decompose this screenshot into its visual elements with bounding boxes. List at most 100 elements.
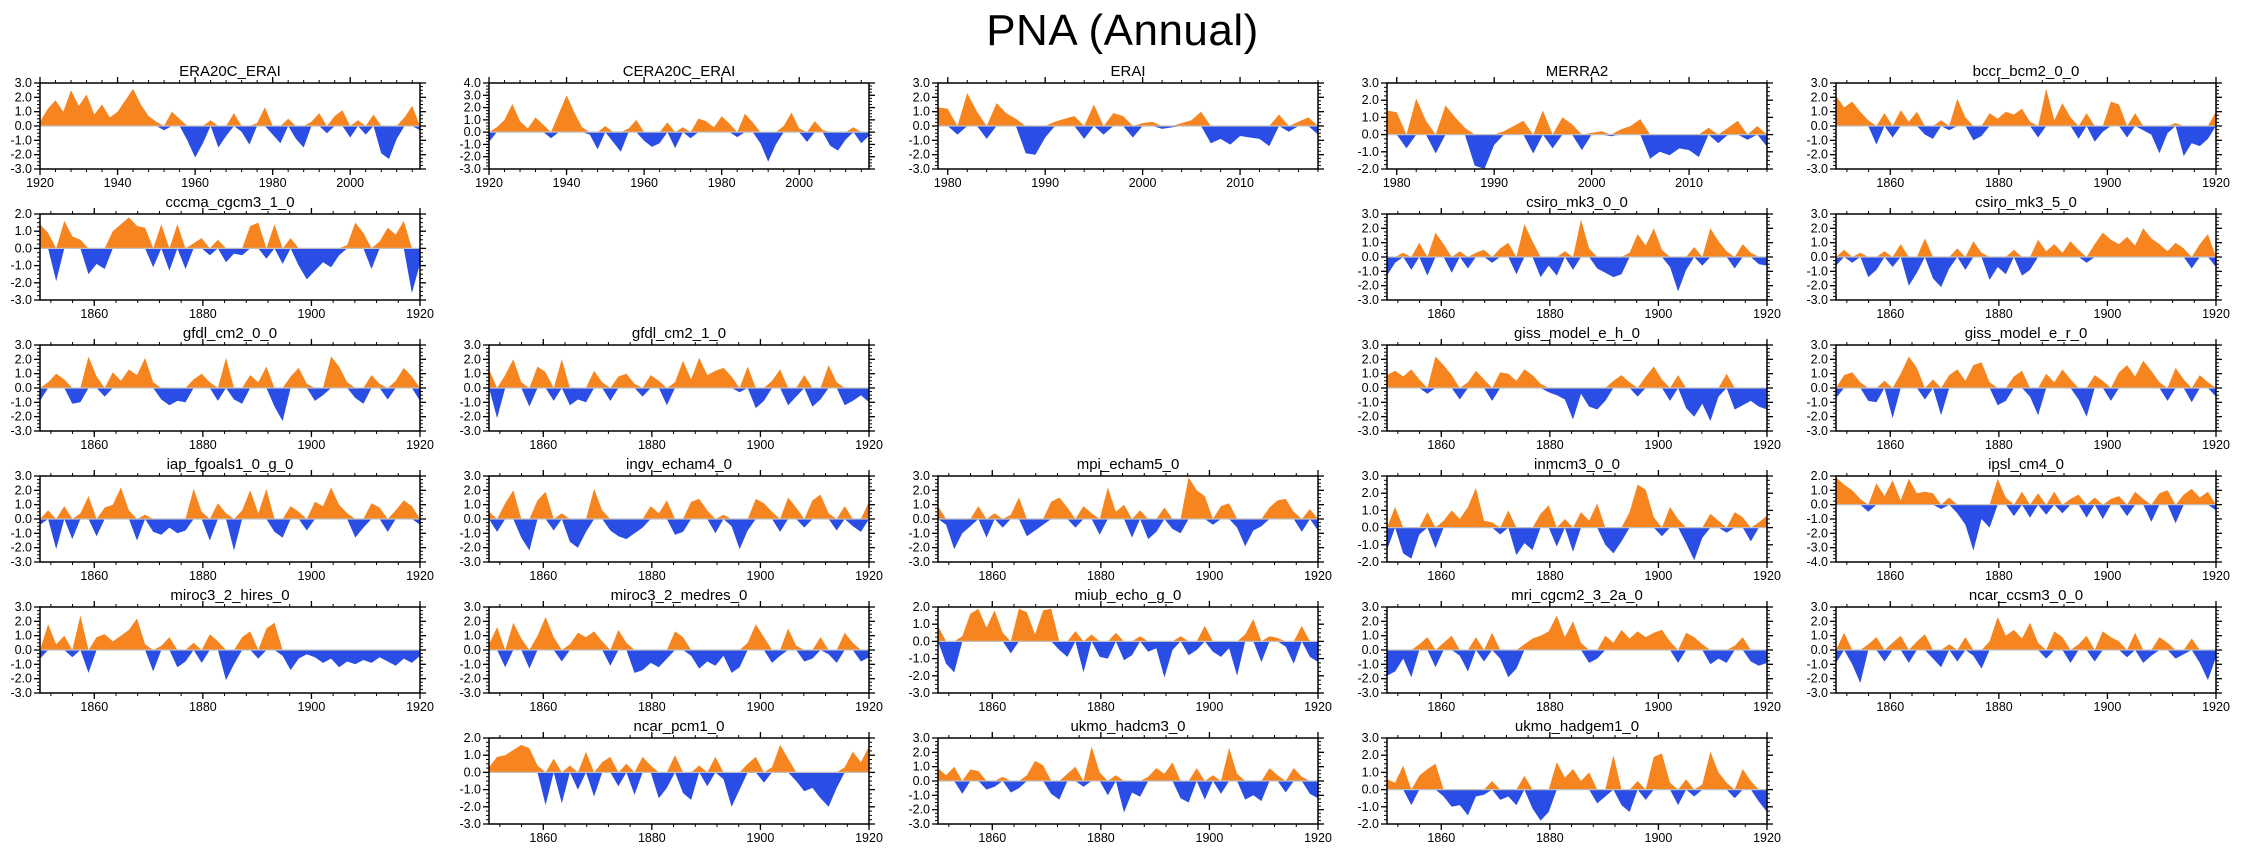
y-tick-label: -3.0 xyxy=(1806,424,1828,438)
y-tick-label: 1.0 xyxy=(464,748,481,762)
y-tick-label: -2.0 xyxy=(908,803,930,817)
y-tick-label: 2.0 xyxy=(913,745,930,759)
plot-frame xyxy=(937,606,1319,694)
y-tick-label: 1.0 xyxy=(464,629,481,643)
positive-area xyxy=(938,477,1318,519)
positive-area xyxy=(938,608,1318,642)
y-tick-label: 2.0 xyxy=(1811,352,1828,366)
plot-frame xyxy=(1835,82,2217,170)
positive-area xyxy=(1836,617,2216,650)
y-tick-label: -1.0 xyxy=(1357,538,1379,552)
subplot-title: inmcm3_0_0 xyxy=(1534,456,1620,473)
y-tick-label: 0.0 xyxy=(15,119,32,133)
subplot-title: csiro_mk3_0_0 xyxy=(1526,194,1628,211)
positive-area xyxy=(40,217,420,249)
subplot-title: ipsl_cm4_0 xyxy=(1988,456,2064,473)
plot-frame xyxy=(488,82,870,170)
plot-frame xyxy=(488,475,870,563)
y-tick-label: 1.0 xyxy=(1811,367,1828,381)
y-tick-label: 3.0 xyxy=(913,76,930,90)
negative-area xyxy=(40,388,420,421)
chart-svg: 1860 1880 1900 1920 3.02.01.00.0-1.0-2.0-3.0… xyxy=(459,456,882,583)
x-tick-label: 1900 xyxy=(1645,569,1673,583)
x-tick-label: 1860 xyxy=(529,831,557,845)
positive-area xyxy=(938,746,1318,781)
positive-area xyxy=(489,95,869,133)
positive-area xyxy=(489,744,869,773)
subplot-iap_fgoals1_0_g_0: 1860 1880 1900 1920 3.0 2.0 1.0 0.0 -1.0 -2.0 -3.0… xyxy=(0,455,449,586)
x-tick-label: 1880 xyxy=(1985,438,2013,452)
y-tick-label: 1.0 xyxy=(913,760,930,774)
x-tick-label: 1880 xyxy=(1087,831,1115,845)
subplot-title: bccr_bcm2_0_0 xyxy=(1973,63,2080,80)
x-tick-label: 1860 xyxy=(529,700,557,714)
chart-svg: 1860 1880 1900 1920 3.02.01.00.0-1.0-2.0-3.0… xyxy=(1806,587,2229,714)
x-tick-label: 1880 xyxy=(1536,438,1564,452)
chart-svg: 1920 1940 1960 1980 2000 3.02.01.00.0-1.0-2.0… xyxy=(10,63,426,190)
y-tick-label: 2.0 xyxy=(1362,748,1379,762)
negative-area xyxy=(1387,257,1767,292)
y-tick-label: -3.0 xyxy=(1806,686,1828,700)
y-tick-label: -1.0 xyxy=(1806,657,1828,671)
x-tick-label: 1860 xyxy=(1876,307,1904,321)
y-tick-label: -1.0 xyxy=(1357,145,1379,159)
plot-frame xyxy=(1386,82,1768,170)
subplot-title: giss_model_e_r_0 xyxy=(1965,325,2088,342)
x-tick-label: 1990 xyxy=(1031,176,1059,190)
positive-area xyxy=(1387,219,1767,257)
y-tick-label: 1.0 xyxy=(15,224,32,238)
x-tick-label: 1920 xyxy=(406,307,434,321)
subplot-CERA20C_ERAI: 1920 1940 1960 1980 2000 4.0 3.0 2.0 1.0 0.0 -1.0-… xyxy=(449,62,898,193)
positive-area xyxy=(1836,477,2216,505)
x-tick-label: 1880 xyxy=(1985,700,2013,714)
y-tick-label: -2.0 xyxy=(459,150,481,164)
y-tick-label: 2.0 xyxy=(15,483,32,497)
y-tick-label: -1.0 xyxy=(459,657,481,671)
y-tick-label: 2.0 xyxy=(1811,469,1828,483)
x-tick-label: 1880 xyxy=(1985,569,2013,583)
x-tick-label: 1880 xyxy=(1536,700,1564,714)
negative-area xyxy=(489,132,869,162)
x-tick-label: 1880 xyxy=(638,438,666,452)
subplot-ERA20C_ERAI: 1920 1940 1960 1980 2000 3.0 2.0 1.0 0.0 -1.0 -2.0… xyxy=(0,62,449,193)
subplot-title: ERAI xyxy=(1110,63,1145,80)
x-tick-label: 1860 xyxy=(529,438,557,452)
y-tick-label: 0.0 xyxy=(1362,250,1379,264)
positive-area xyxy=(1387,356,1767,388)
x-tick-label: 1920 xyxy=(2202,438,2230,452)
subplot-title: ingv_echam4_0 xyxy=(626,456,732,473)
negative-area xyxy=(1836,257,2216,288)
chart-svg: 1860 1880 1900 1920 3.0 2.0 1.0 0.0 -1.0 -2.0 inmc… xyxy=(1357,456,1780,583)
x-tick-label: 2010 xyxy=(1226,176,1254,190)
y-tick-label: -1.0 xyxy=(1806,133,1828,147)
y-tick-label: 3.0 xyxy=(1362,207,1379,221)
positive-area xyxy=(40,356,420,388)
y-tick-label: 1.0 xyxy=(464,367,481,381)
x-tick-label: 1900 xyxy=(2094,176,2122,190)
y-tick-label: 3.0 xyxy=(15,600,32,614)
y-tick-label: -2.0 xyxy=(459,541,481,555)
chart-svg: 1860 1880 1900 1920 3.02.01.00.0-1.0-2.0-3.0… xyxy=(1357,587,1780,714)
y-tick-label: -1.0 xyxy=(908,526,930,540)
x-tick-label: 1920 xyxy=(1304,569,1332,583)
y-tick-label: -3.0 xyxy=(908,162,930,176)
negative-area xyxy=(938,781,1318,813)
y-tick-label: -2.0 xyxy=(1357,410,1379,424)
y-tick-label: 2.0 xyxy=(15,90,32,104)
positive-area xyxy=(1387,751,1767,790)
chart-svg: 1860 1880 1900 1920 2.0 1.0 0.0 -1.0 -2.0 -3.0 ccc… xyxy=(10,194,434,321)
y-tick-label: 2.0 xyxy=(464,101,481,115)
x-tick-label: 1900 xyxy=(1645,307,1673,321)
x-tick-label: 1880 xyxy=(638,700,666,714)
y-tick-label: -2.0 xyxy=(1357,555,1379,569)
x-tick-label: 1900 xyxy=(1196,831,1224,845)
subplot-ukmo_hadgem1_0: 1860 1880 1900 1920 3.0 2.0 1.0 0.0 -1.0 -2.0 ukmo… xyxy=(1347,717,1796,848)
y-tick-label: -3.0 xyxy=(10,162,32,176)
subplot-inmcm3_0_0: 1860 1880 1900 1920 3.0 2.0 1.0 0.0 -1.0 -2.0 inmc… xyxy=(1347,455,1796,586)
subplot-gfdl_cm2_1_0: 1860 1880 1900 1920 3.0 2.0 1.0 0.0 -1.0 -2.0 -3.0… xyxy=(449,324,898,455)
plot-frame xyxy=(488,737,870,825)
y-tick-label: -1.0 xyxy=(1357,800,1379,814)
x-tick-label: 1860 xyxy=(1876,176,1904,190)
positive-area xyxy=(40,88,420,126)
y-tick-label: -2.0 xyxy=(908,148,930,162)
